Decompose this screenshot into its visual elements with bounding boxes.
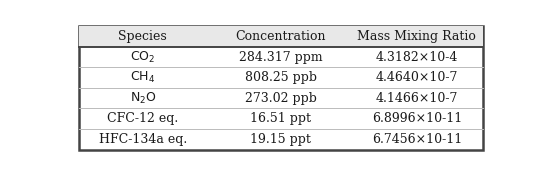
Text: 4.1466×10-7: 4.1466×10-7 bbox=[375, 92, 458, 105]
Text: Concentration: Concentration bbox=[236, 30, 326, 43]
Text: 808.25 ppb: 808.25 ppb bbox=[245, 71, 317, 84]
Text: Species: Species bbox=[118, 30, 167, 43]
Text: 273.02 ppb: 273.02 ppb bbox=[245, 92, 317, 105]
Text: $\mathrm{N_2O}$: $\mathrm{N_2O}$ bbox=[129, 91, 156, 106]
Text: 6.7456×10-11: 6.7456×10-11 bbox=[372, 133, 462, 146]
Text: CFC-12 eq.: CFC-12 eq. bbox=[107, 112, 179, 125]
Text: 4.4640×10-7: 4.4640×10-7 bbox=[375, 71, 458, 84]
Text: 16.51 ppt: 16.51 ppt bbox=[250, 112, 311, 125]
Bar bbox=[79, 26, 483, 47]
Text: $\mathrm{CH_4}$: $\mathrm{CH_4}$ bbox=[130, 70, 156, 85]
Text: HFC-134a eq.: HFC-134a eq. bbox=[99, 133, 187, 146]
Text: 19.15 ppt: 19.15 ppt bbox=[250, 133, 311, 146]
Text: 4.3182×10-4: 4.3182×10-4 bbox=[375, 51, 458, 64]
Text: 284.317 ppm: 284.317 ppm bbox=[239, 51, 323, 64]
Text: 6.8996×10-11: 6.8996×10-11 bbox=[372, 112, 462, 125]
Text: Mass Mixing Ratio: Mass Mixing Ratio bbox=[357, 30, 476, 43]
Text: $\mathrm{CO_2}$: $\mathrm{CO_2}$ bbox=[130, 50, 156, 65]
